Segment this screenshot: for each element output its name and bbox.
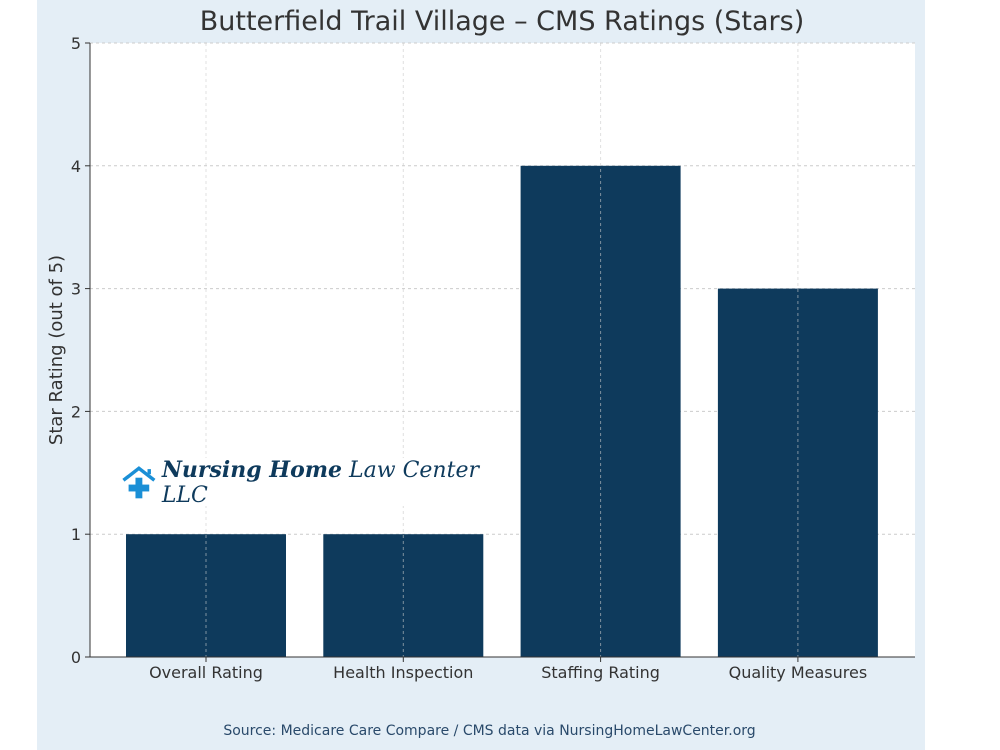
x-tick-label: Staffing Rating — [541, 663, 660, 682]
source-note: Source: Medicare Care Compare / CMS data… — [223, 723, 756, 739]
house-cross-icon — [122, 466, 156, 499]
x-tick-label: Health Inspection — [333, 663, 473, 682]
y-tick-label: 4 — [71, 157, 81, 176]
y-tick-label: 3 — [71, 280, 81, 299]
y-tick-label: 0 — [71, 648, 81, 667]
y-tick-label: 2 — [71, 402, 81, 421]
x-tick-label: Overall Rating — [149, 663, 263, 682]
logo-text: Nursing Home Law Center LLC — [161, 456, 479, 508]
y-axis-label: Star Rating (out of 5) — [46, 255, 67, 445]
y-tick-label: 1 — [71, 525, 81, 544]
chart-title: Butterfield Trail Village – CMS Ratings … — [199, 6, 805, 37]
y-tick-label: 5 — [71, 34, 81, 53]
x-tick-label: Quality Measures — [729, 663, 868, 682]
watermark-logo: Nursing Home Law Center LLC — [120, 456, 480, 508]
